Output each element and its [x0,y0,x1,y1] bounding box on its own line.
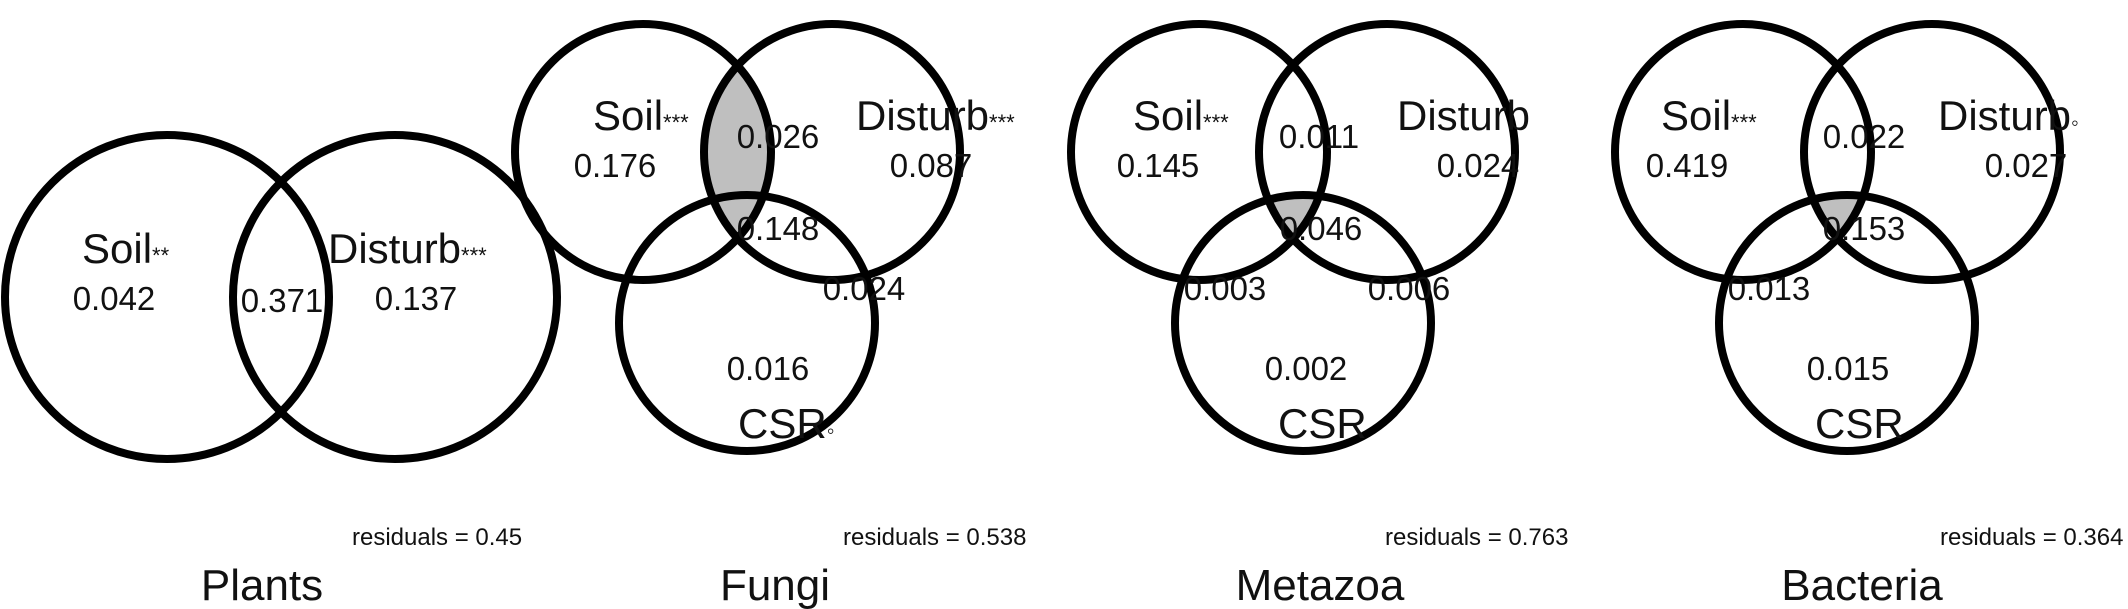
disturb-csr-value: 0.006 [1368,270,1451,307]
disturb-circle [1255,20,1519,284]
disturb-significance: *** [989,110,1015,135]
disturb-label: Disturb*** [856,92,1015,139]
soil-disturb-value: 0.026 [737,118,820,155]
all-three-value: 0.148 [737,210,820,247]
soil-disturb-value: 0.022 [1823,118,1906,155]
soil-csr-value: 0.003 [1184,270,1267,307]
soil-only-value: 0.042 [73,280,156,317]
soil-circle [1611,20,1875,284]
disturb-csr-value: 0.024 [823,270,906,307]
panel-metazoa: Soil*** Disturb 0.145 0.011 0.024 0.046 … [1067,20,1568,609]
csr-circle [615,191,879,455]
panel-bacteria: Soil*** Disturb◦ 0.419 0.022 0.027 0.153… [1611,20,2123,609]
csr-circle [1171,191,1435,455]
panel-title: Metazoa [1236,561,1405,609]
all-three-value: 0.153 [1823,210,1906,247]
csr-label: CSR◦ [738,400,835,447]
soil-label: Soil*** [1133,92,1229,139]
csr-label: CSR [1278,400,1367,447]
soil-label: Soil** [82,225,170,272]
soil-circle [511,20,775,284]
csr-only-value: 0.016 [727,350,810,387]
disturb-circle [700,20,964,284]
residuals-text: residuals = 0.45 [352,524,522,551]
csr-label: CSR [1815,400,1904,447]
soil-only-value: 0.176 [574,147,657,184]
soil-circle [1067,20,1331,284]
disturb-significance: ◦ [2071,110,2079,135]
soil-label: Soil*** [1661,92,1757,139]
disturb-only-value: 0.027 [1985,147,2068,184]
disturb-label: Disturb [1397,92,1530,139]
soil-significance: *** [1731,110,1757,135]
csr-only-value: 0.002 [1265,350,1348,387]
soil-circle [1,131,333,463]
panel-title: Plants [201,561,323,609]
all-three-value: 0.046 [1280,210,1363,247]
disturb-label: Disturb◦ [1938,92,2079,139]
soil-significance: *** [663,110,689,135]
soil-disturb-value: 0.371 [241,282,324,319]
residuals-text: residuals = 0.763 [1385,524,1568,551]
disturb-circle [229,131,561,463]
panel-title: Fungi [720,561,830,609]
csr-circle [1715,191,1979,455]
disturb-circle [1800,20,2064,284]
disturb-label: Disturb*** [328,225,487,272]
soil-only-value: 0.145 [1117,147,1200,184]
soil-label: Soil*** [593,92,689,139]
soil-csr-value: 0.013 [1728,270,1811,307]
disturb-only-value: 0.137 [375,280,458,317]
disturb-significance: *** [461,243,487,268]
soil-significance: ** [152,243,170,268]
panel-plants: Soil** Disturb*** 0.042 0.371 0.137 resi… [1,131,561,609]
disturb-only-value: 0.024 [1437,147,1520,184]
panel-title: Bacteria [1781,561,1943,609]
soil-only-value: 0.419 [1646,147,1729,184]
panel-fungi: Soil*** Disturb*** 0.176 0.026 0.087 0.1… [511,20,1026,609]
residuals-text: residuals = 0.364 [1940,524,2123,551]
disturb-only-value: 0.087 [890,147,973,184]
csr-significance: ◦ [827,418,835,443]
residuals-text: residuals = 0.538 [843,524,1026,551]
csr-only-value: 0.015 [1807,350,1890,387]
soil-disturb-value: 0.011 [1279,118,1359,155]
soil-significance: *** [1203,110,1229,135]
